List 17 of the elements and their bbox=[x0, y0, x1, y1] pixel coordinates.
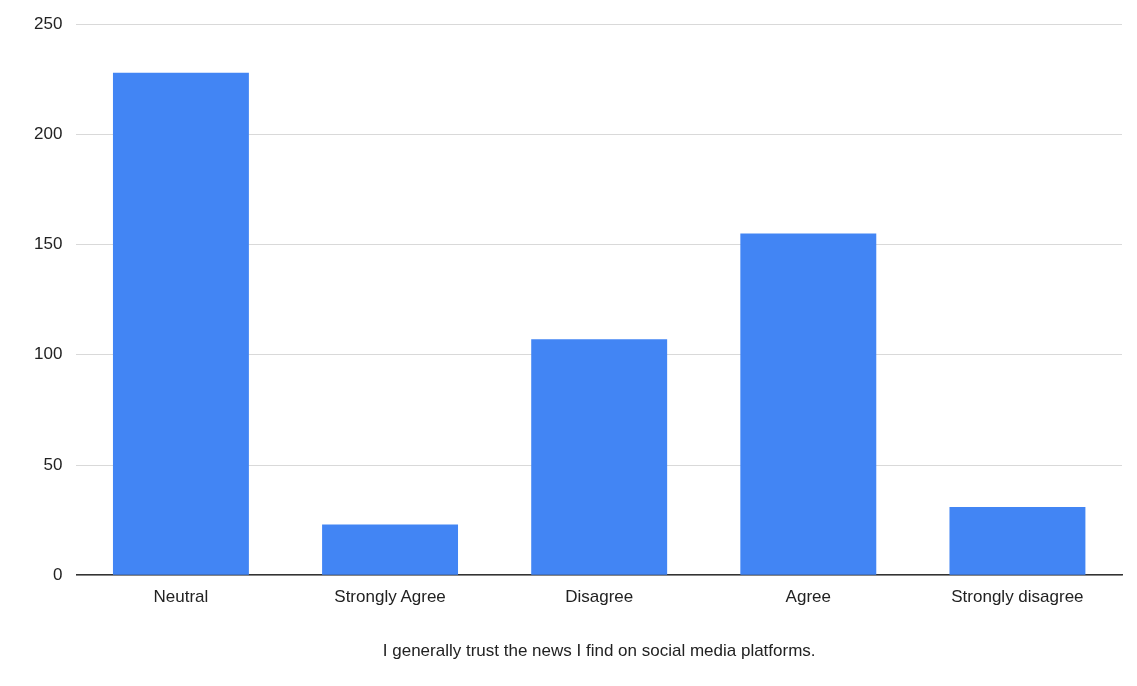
x-tick-label: Agree bbox=[785, 587, 831, 607]
x-tick-label: Neutral bbox=[153, 587, 209, 607]
bar bbox=[112, 72, 249, 575]
y-tick-label: 150 bbox=[33, 234, 63, 254]
x-tick-label: Strongly disagree bbox=[951, 587, 1084, 607]
y-tick-label: 250 bbox=[33, 13, 63, 33]
x-tick-label: Strongly Agree bbox=[334, 587, 446, 607]
bar bbox=[949, 506, 1086, 575]
y-tick-label: 200 bbox=[33, 124, 63, 144]
bar bbox=[322, 524, 459, 575]
bar bbox=[740, 233, 877, 575]
x-axis-title: I generally trust the news I find on social media platforms. bbox=[382, 641, 816, 661]
y-tick-label: 100 bbox=[33, 344, 63, 364]
bar bbox=[531, 339, 668, 575]
y-tick-label: 50 bbox=[43, 454, 63, 474]
x-tick-label: Disagree bbox=[565, 587, 634, 607]
y-tick-label: 0 bbox=[52, 564, 63, 584]
